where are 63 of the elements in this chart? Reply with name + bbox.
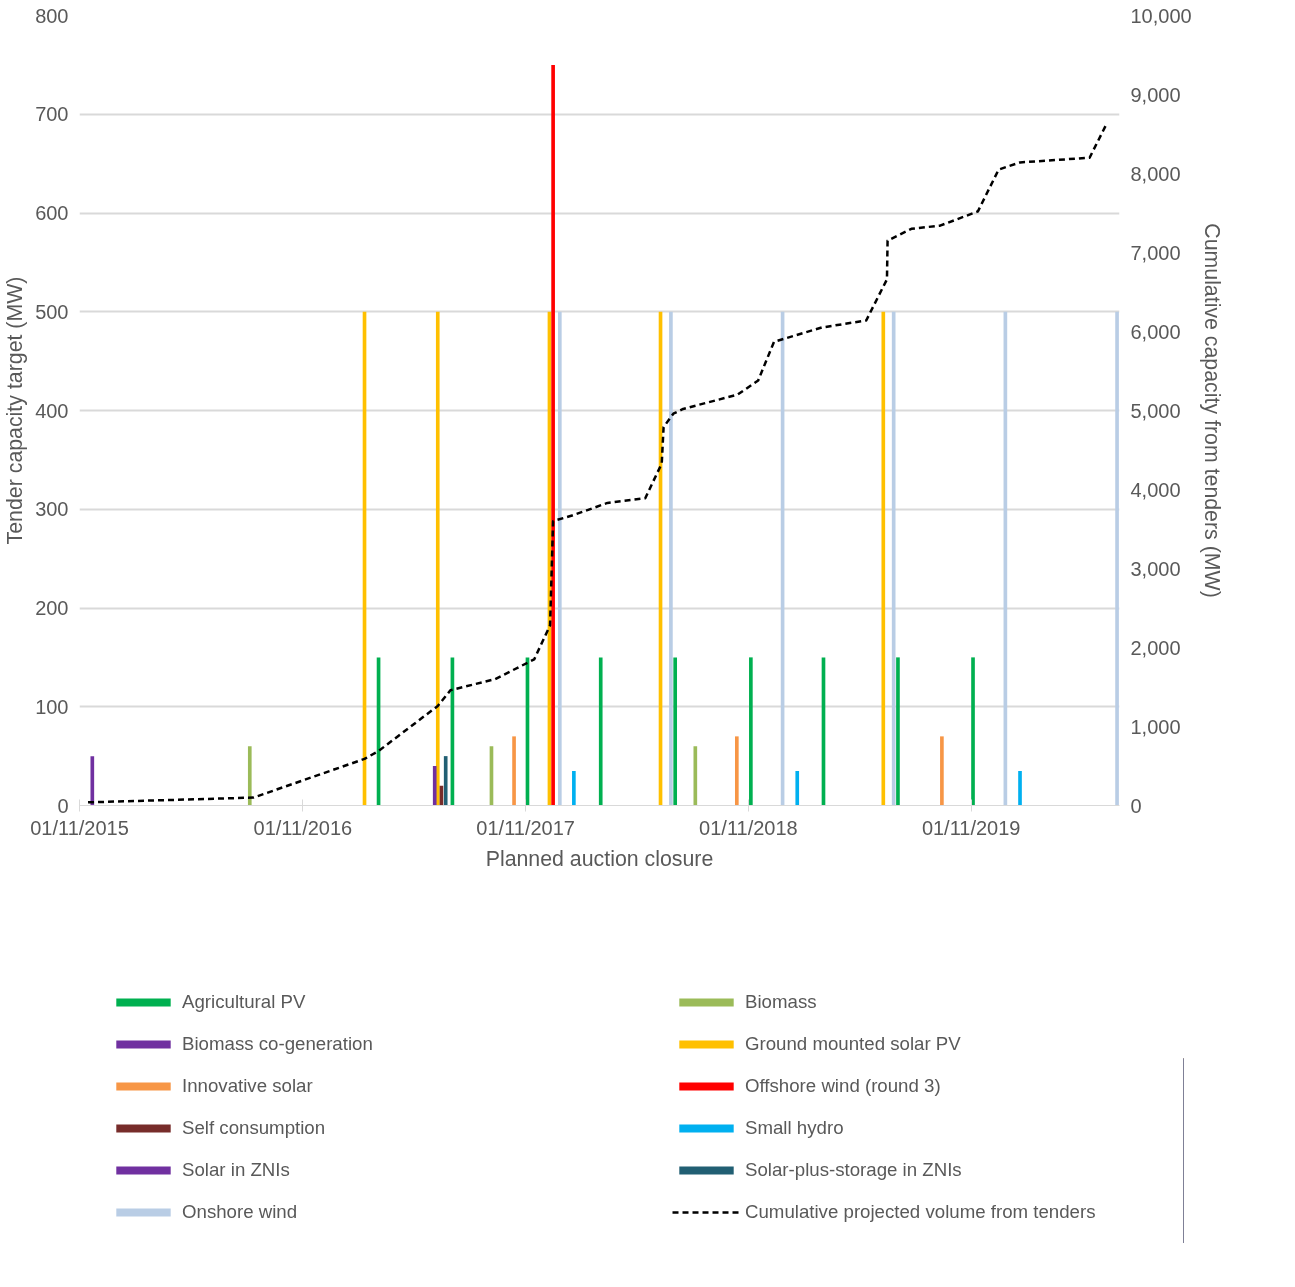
- legend-label: Cumulative projected volume from tenders: [745, 1201, 1097, 1223]
- y2-tick-label: 4,000: [1130, 478, 1181, 501]
- y-tick-label: 200: [35, 597, 69, 619]
- legend-label: Agricultural PV: [182, 991, 307, 1013]
- y2-tick-label: 5,000: [1130, 399, 1181, 422]
- y-tick-label: 0: [57, 794, 69, 817]
- x-tick-label: 01/11/2017: [476, 816, 575, 839]
- bar: [669, 311, 673, 806]
- y2-tick-label: 6,000: [1130, 320, 1181, 343]
- y2-axis-title: Cumulative capacity from tenders (MW): [1199, 223, 1224, 598]
- bar: [881, 311, 886, 806]
- x-tick-label: 01/11/2016: [253, 816, 353, 839]
- bar: [734, 736, 739, 806]
- bar: [749, 657, 753, 806]
- legend-label: Small hydro: [745, 1117, 845, 1139]
- legend-label: Innovative solar: [182, 1075, 314, 1097]
- bar: [90, 756, 95, 806]
- legend-label: Biomass: [745, 991, 818, 1013]
- bar: [891, 311, 896, 806]
- y2-tick-label: 10,000: [1130, 4, 1192, 27]
- y-tick-label: 300: [35, 498, 69, 521]
- bar: [432, 766, 437, 806]
- bar: [551, 64, 555, 806]
- y-tick-label: 600: [35, 202, 69, 224]
- legend-label: Biomass co-generation: [182, 1033, 374, 1055]
- bar: [1115, 311, 1119, 806]
- bar: [435, 311, 440, 806]
- bar: [572, 770, 576, 806]
- bar: [940, 736, 944, 806]
- y2-tick-label: 9,000: [1130, 83, 1181, 106]
- y-tick-label: 400: [35, 399, 69, 422]
- bar: [693, 746, 698, 806]
- legend-label: Onshore wind: [182, 1201, 299, 1223]
- y2-tick-label: 7,000: [1130, 241, 1181, 264]
- y2-tick-label: 0: [1130, 794, 1142, 817]
- y-tick-label: 700: [35, 103, 69, 126]
- bar: [247, 746, 252, 806]
- y2-tick-label: 3,000: [1130, 557, 1181, 580]
- bar: [558, 311, 562, 806]
- y-tick-label: 100: [35, 695, 69, 718]
- bar: [598, 657, 603, 806]
- legend-label: Solar-plus-storage in ZNIs: [745, 1159, 963, 1181]
- bar: [795, 770, 800, 806]
- bar: [673, 657, 678, 806]
- bar: [443, 756, 448, 806]
- y2-tick-label: 2,000: [1130, 636, 1181, 659]
- y-tick-label: 500: [35, 300, 69, 323]
- legend-label: Ground mounted solar PV: [745, 1033, 962, 1055]
- bar: [971, 657, 975, 806]
- y-tick-label: 800: [35, 4, 69, 27]
- bar: [1018, 770, 1022, 806]
- bar: [896, 657, 900, 806]
- x-axis-title: Planned auction closure: [485, 846, 714, 871]
- x-tick-label: 01/11/2015: [30, 816, 129, 839]
- bar: [512, 736, 516, 806]
- legend-label: Self consumption: [182, 1117, 327, 1139]
- y-axis-title: Tender capacity target (MW): [3, 276, 28, 545]
- legend-label: Offshore wind (round 3): [745, 1075, 942, 1097]
- y2-tick-label: 8,000: [1130, 162, 1181, 185]
- x-tick-label: 01/11/2019: [921, 816, 1021, 839]
- legend-label: Solar in ZNIs: [182, 1159, 291, 1181]
- y2-tick-label: 1,000: [1130, 715, 1181, 738]
- x-tick-label: 01/11/2018: [699, 816, 798, 839]
